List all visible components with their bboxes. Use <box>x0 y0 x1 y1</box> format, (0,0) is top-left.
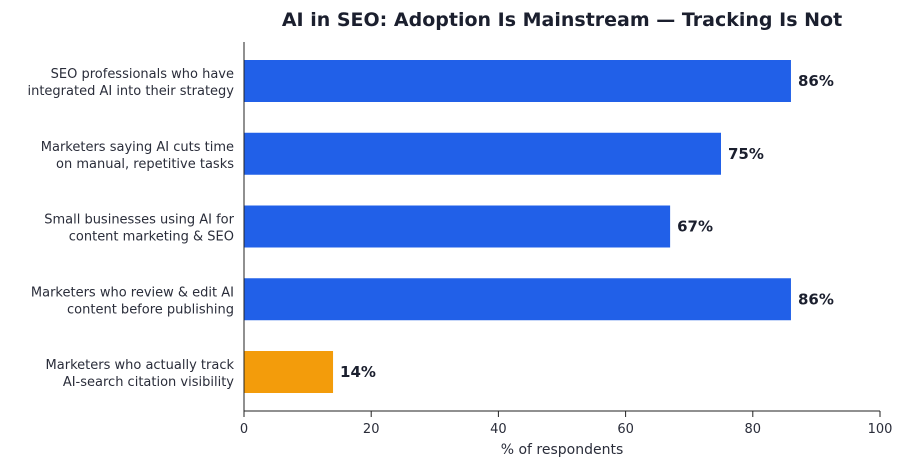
category-label-4: Marketers who review & edit AI content be… <box>31 285 234 317</box>
category-label-line: Marketers who review & edit AI <box>31 285 234 300</box>
chart-title: AI in SEO: Adoption Is Mainstream — Trac… <box>282 9 842 31</box>
bar-2 <box>244 132 721 175</box>
x-tick-label-100: 100 <box>868 422 893 437</box>
category-label-5: Marketers who actually track AI-search ci… <box>46 358 235 390</box>
category-label-line: Marketers who actually track <box>46 358 235 373</box>
value-label-4: 86% <box>798 290 834 308</box>
category-label-line: integrated AI into their strategy <box>27 84 234 99</box>
category-labels-group: SEO professionals who have integrated AI … <box>27 67 234 390</box>
value-label-1: 86% <box>798 72 834 90</box>
x-tick-label-60: 60 <box>617 422 634 437</box>
x-tick-label-40: 40 <box>490 422 507 437</box>
category-label-3: Small businesses using AI for content mar… <box>44 213 234 245</box>
value-label-5: 14% <box>340 363 376 381</box>
bar-5 <box>244 351 334 393</box>
value-labels-group: 86% 75% 67% 86% 14% <box>340 72 834 381</box>
category-label-1: SEO professionals who have integrated AI … <box>27 67 234 99</box>
category-label-line: AI-search citation visibility <box>63 375 234 390</box>
x-ticks-group: 0 20 40 60 80 100 <box>240 411 893 437</box>
x-tick-label-0: 0 <box>240 422 248 437</box>
category-label-line: Small businesses using AI for <box>44 213 234 228</box>
x-tick-label-20: 20 <box>363 422 380 437</box>
category-label-line: content before publishing <box>67 302 234 317</box>
value-label-3: 67% <box>677 218 713 236</box>
value-label-2: 75% <box>728 145 764 163</box>
x-tick-label-80: 80 <box>745 422 762 437</box>
bar-4 <box>244 278 791 321</box>
bar-3 <box>244 205 671 248</box>
x-axis-label: % of respondents <box>501 442 624 458</box>
category-label-line: Marketers saying AI cuts time <box>41 140 234 155</box>
bars-group <box>244 60 791 393</box>
category-label-line: on manual, repetitive tasks <box>56 157 234 172</box>
bar-1 <box>244 60 791 102</box>
category-label-line: content marketing & SEO <box>69 230 234 245</box>
category-label-line: SEO professionals who have <box>51 67 234 82</box>
category-label-2: Marketers saying AI cuts time on manual, … <box>41 140 234 172</box>
